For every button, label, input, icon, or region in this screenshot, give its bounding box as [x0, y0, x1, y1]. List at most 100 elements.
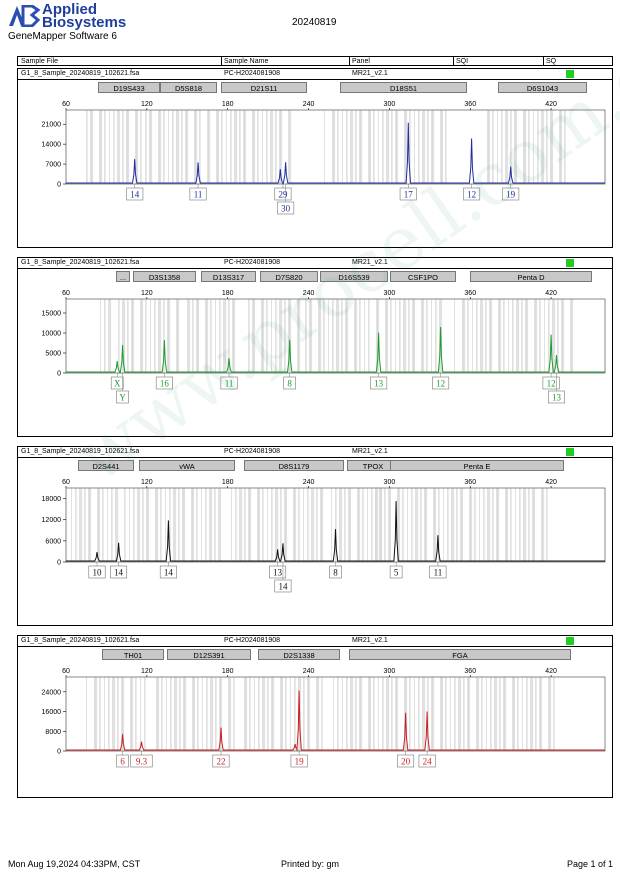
allele-bin — [179, 677, 181, 751]
allele-bin — [505, 110, 509, 184]
allele-bin — [258, 488, 259, 562]
allele-bin — [544, 299, 545, 373]
allele-bin — [571, 299, 572, 373]
marker-th01[interactable]: TH01 — [102, 649, 164, 660]
allele-bin — [432, 110, 433, 184]
allele-bin — [501, 110, 503, 184]
allele-box — [220, 376, 238, 390]
allele-bin — [262, 677, 266, 751]
allele-bin — [172, 110, 174, 184]
electropherogram: 60 120 180 240 300 360 420 0 5000 10000 15000 XY 16 1… — [42, 290, 606, 404]
allele-box — [189, 187, 207, 201]
allele-call-label: 14 — [130, 190, 140, 200]
allele-bin — [418, 677, 420, 751]
allele-bin — [472, 299, 473, 373]
marker-d2s1338[interactable]: D2S1338 — [258, 649, 340, 660]
allele-bin — [533, 488, 534, 562]
allele-bin — [160, 488, 162, 562]
column-sample-file: Sample File — [21, 58, 58, 65]
allele-call-label: 30 — [281, 204, 291, 214]
allele-bin — [229, 677, 230, 751]
marker--[interactable]: ... — [116, 271, 130, 282]
allele-bin — [170, 677, 172, 751]
column-sqi: SQI — [456, 58, 469, 65]
allele-bin — [177, 299, 178, 373]
allele-box — [159, 565, 177, 579]
allele-bin — [161, 677, 163, 751]
allele-box — [126, 187, 144, 201]
allele-bin — [490, 299, 491, 373]
allele-bin — [438, 488, 440, 562]
allele-bin — [391, 677, 393, 751]
sample-info-row[interactable]: G1_8_Sample_20240819_102621.fsa PC-H20240… — [18, 258, 612, 269]
printed-by: Printed by: gm — [281, 859, 340, 869]
allele-bin — [270, 110, 274, 184]
marker-d13s317[interactable]: D13S317 — [201, 271, 256, 282]
marker-d19s433[interactable]: D19S433 — [98, 82, 160, 93]
allele-bin — [298, 299, 299, 373]
x-tick-label: 240 — [303, 101, 315, 108]
sample-info-row[interactable]: G1_8_Sample_20240819_102621.fsa PC-H20240… — [18, 636, 612, 647]
brand-line-2: Biosystems — [42, 14, 127, 31]
allele-bin — [526, 299, 527, 373]
allele-bin — [272, 677, 273, 751]
allele-bin — [317, 677, 318, 751]
allele-bin — [258, 677, 260, 751]
marker-vwa[interactable]: vWA — [139, 460, 235, 471]
allele-call-label: 19 — [295, 757, 305, 767]
allele-bin — [303, 677, 305, 751]
allele-bin — [294, 488, 295, 562]
allele-bin — [233, 677, 235, 751]
marker-d6s1043[interactable]: D6S1043 — [498, 82, 587, 93]
x-tick-label: 420 — [545, 101, 557, 108]
sample-info-row[interactable]: G1_8_Sample_20240819_102621.fsa PC-H20240… — [18, 447, 612, 458]
allele-bin — [165, 488, 166, 562]
allele-bin — [156, 488, 157, 562]
allele-bin — [184, 677, 185, 751]
marker-fga[interactable]: FGA — [349, 649, 571, 660]
allele-bin — [418, 110, 420, 184]
allele-bin — [226, 110, 227, 184]
allele-bin — [174, 677, 178, 751]
allele-bin — [445, 677, 447, 751]
allele-bin — [210, 299, 212, 373]
electropherogram-panel-red[interactable]: G1_8_Sample_20240819_102621.fsa PC-H20240… — [17, 635, 613, 798]
electropherogram-panel-blue[interactable]: G1_8_Sample_20240819_102621.fsa PC-H20240… — [17, 68, 613, 248]
electropherogram-panel-black[interactable]: G1_8_Sample_20240819_102621.fsa PC-H20240… — [17, 446, 613, 626]
marker-d2s441[interactable]: D2S441 — [78, 460, 134, 471]
marker-penta-e[interactable]: Penta E — [390, 460, 564, 471]
allele-bin — [262, 488, 264, 562]
allele-bin — [195, 110, 196, 184]
allele-call-label: 9.3 — [136, 757, 148, 767]
allele-bin — [441, 677, 442, 751]
allele-bin — [244, 110, 245, 184]
allele-bin — [342, 110, 343, 184]
sample-info-row[interactable]: G1_8_Sample_20240819_102621.fsa PC-H20240… — [18, 69, 612, 80]
marker-d16s539[interactable]: D16S539 — [320, 271, 388, 282]
signal-trace — [66, 122, 605, 184]
marker-d3s1358[interactable]: D3S1358 — [133, 271, 196, 282]
allele-bin — [420, 488, 422, 562]
marker-d18s51[interactable]: D18S51 — [340, 82, 467, 93]
electropherogram-panel-green[interactable]: G1_8_Sample_20240819_102621.fsa PC-H20240… — [17, 257, 613, 437]
marker-d7s820[interactable]: D7S820 — [260, 271, 318, 282]
allele-bin — [209, 488, 213, 562]
allele-bin — [157, 677, 158, 751]
marker-d12s391[interactable]: D12S391 — [167, 649, 251, 660]
allele-bin — [390, 299, 392, 373]
allele-bin — [228, 299, 230, 373]
allele-box — [116, 754, 129, 768]
marker-d8s1179[interactable]: D8S1179 — [244, 460, 344, 471]
brand-name: Applied Biosystems — [42, 2, 127, 31]
allele-bin — [183, 488, 184, 562]
allele-bin — [75, 488, 77, 562]
allele-box — [274, 187, 292, 201]
allele-bin — [467, 299, 469, 373]
marker-csf1po[interactable]: CSF1PO — [390, 271, 456, 282]
sample-name: PC-H2024081908 — [224, 448, 281, 455]
x-tick-label: 300 — [384, 668, 396, 675]
allele-bin — [454, 677, 456, 751]
marker-d5s818[interactable]: D5S818 — [160, 82, 217, 93]
marker-d21s11[interactable]: D21S11 — [221, 82, 307, 93]
marker-penta-d[interactable]: Penta D — [470, 271, 592, 282]
